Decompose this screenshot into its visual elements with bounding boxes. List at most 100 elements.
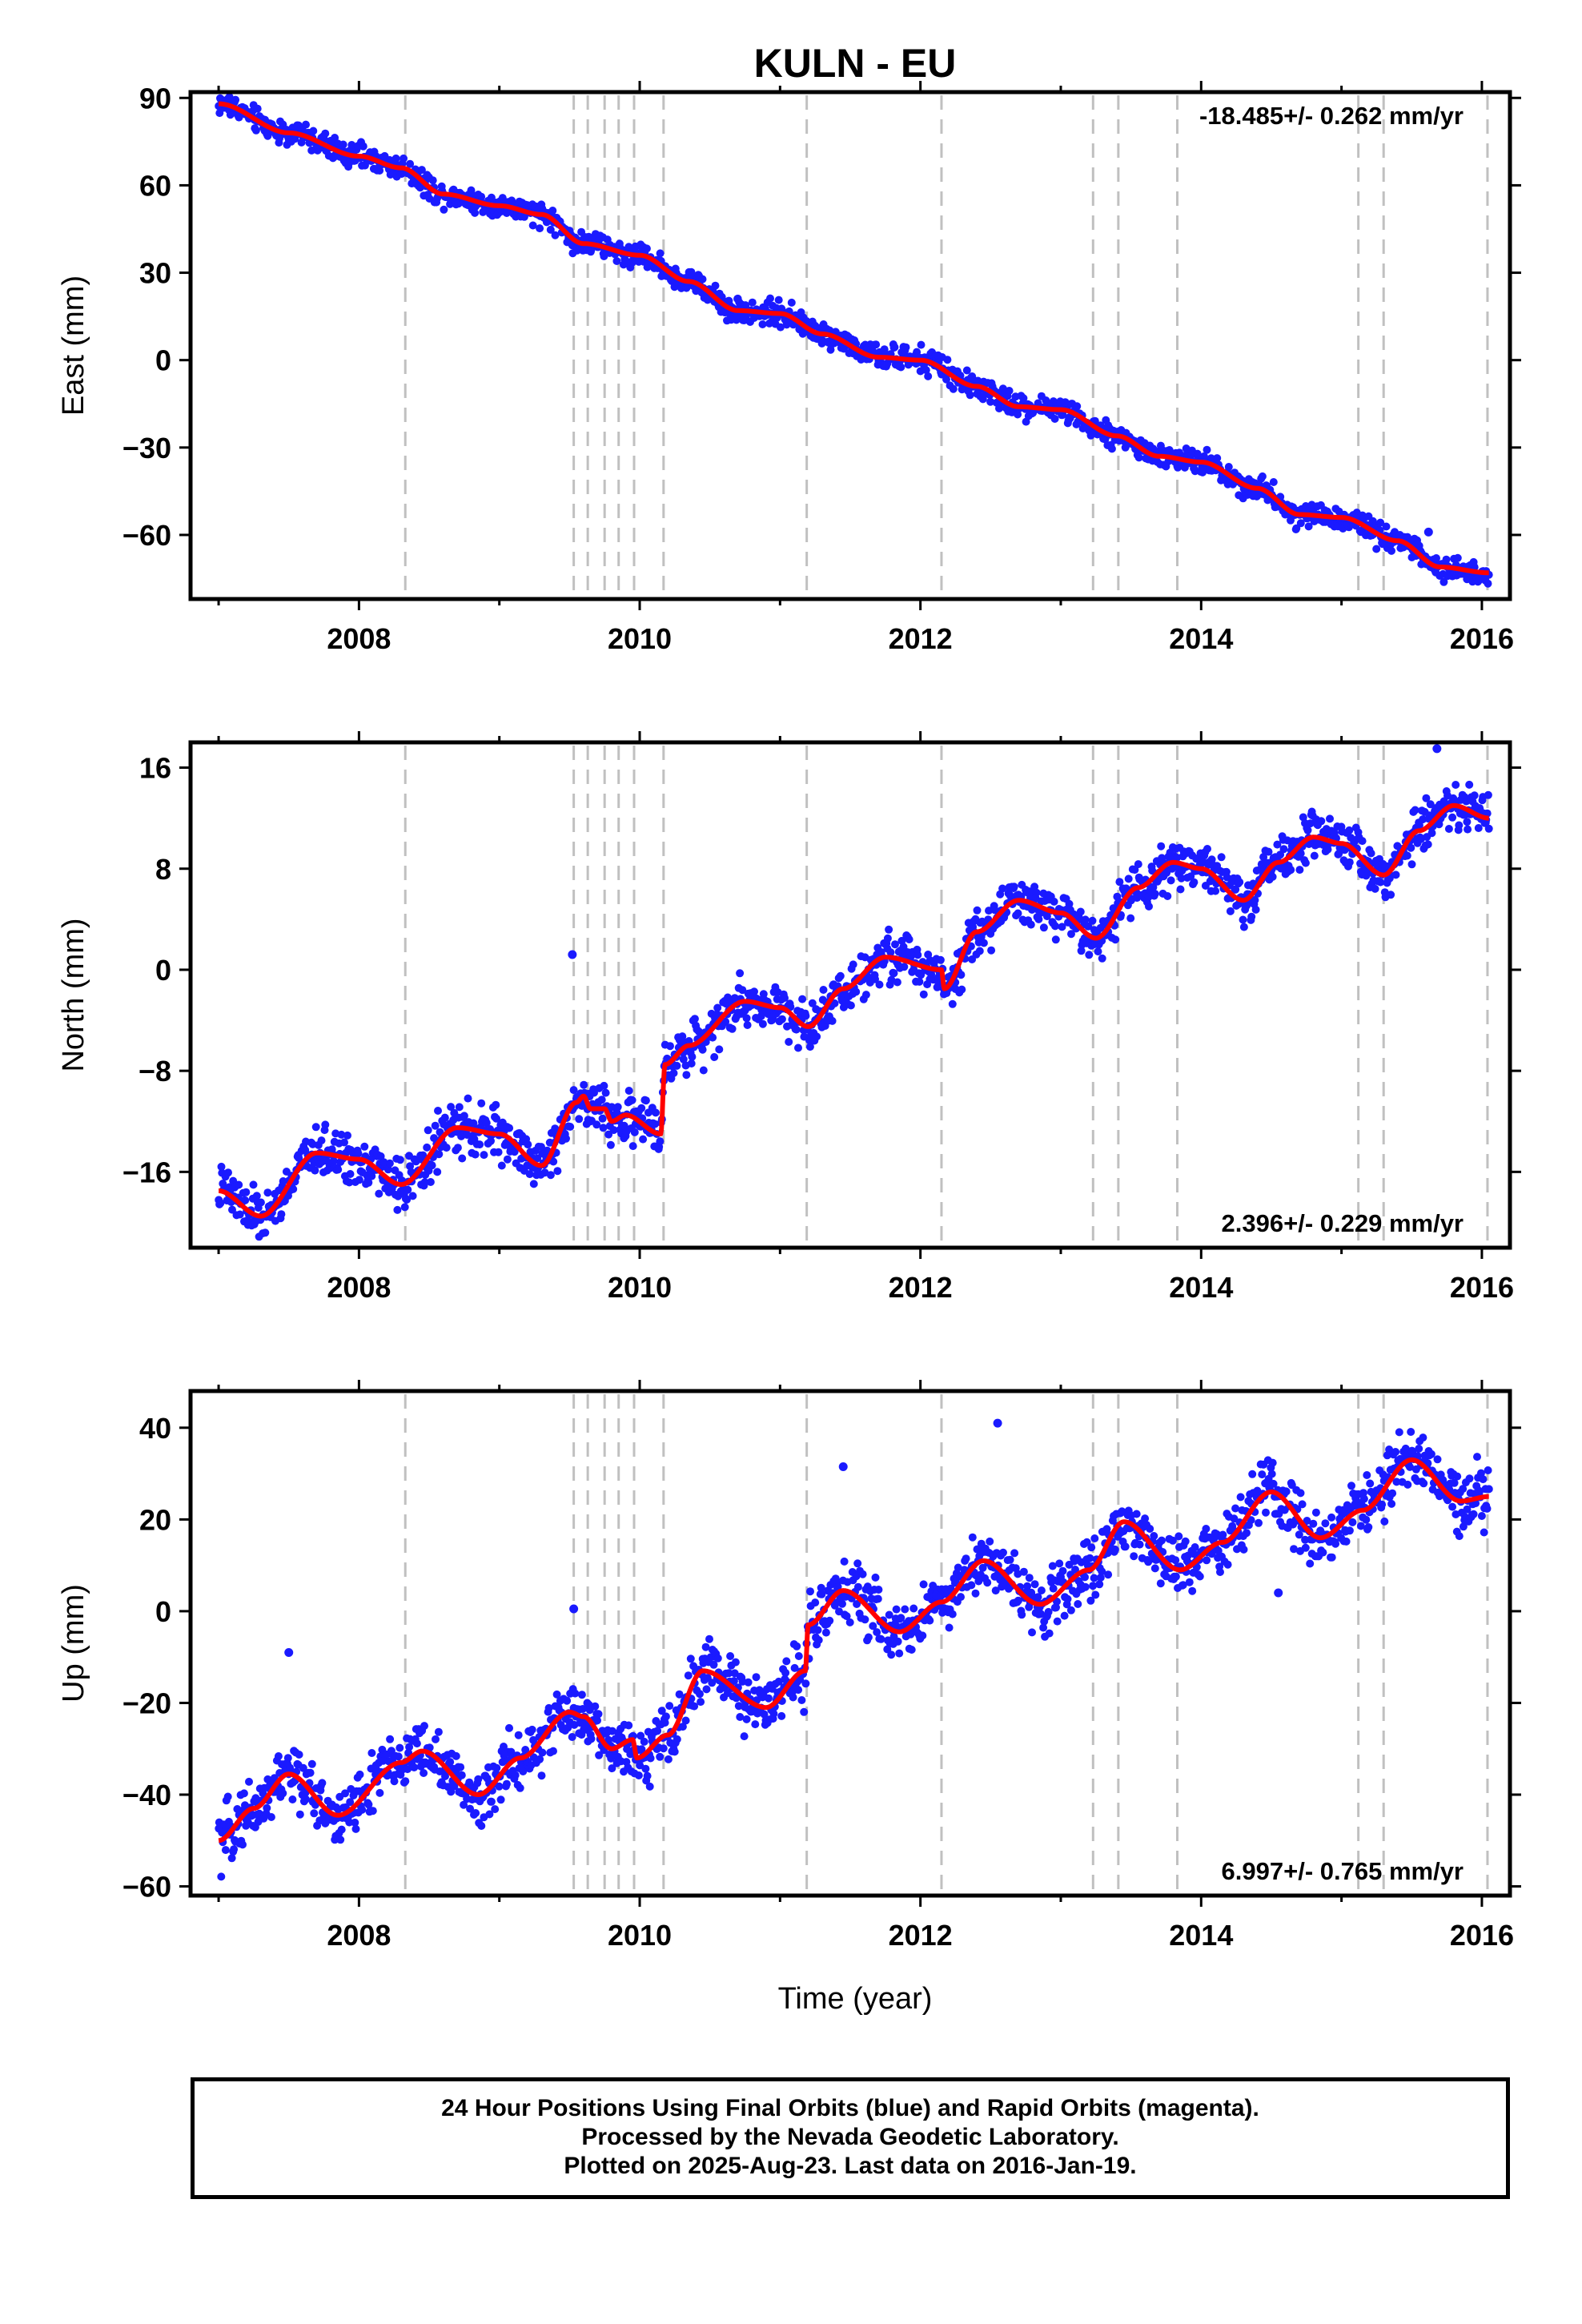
data-point [1177, 874, 1186, 883]
data-point [1081, 1582, 1090, 1591]
data-point [1268, 872, 1277, 881]
data-point [497, 1161, 506, 1170]
data-point [1055, 1559, 1064, 1568]
data-point [223, 1792, 232, 1801]
data-point [986, 397, 995, 406]
data-point-outlier [1423, 527, 1433, 537]
data-point [695, 1027, 703, 1036]
x-tick-label: 2008 [327, 1919, 391, 1952]
y-tick-label: 20 [139, 1503, 171, 1536]
data-point [883, 934, 892, 943]
data-point [1115, 878, 1124, 887]
y-tick-label: 30 [139, 257, 171, 290]
data-point [673, 1735, 681, 1743]
data-point [343, 1131, 351, 1140]
data-point [1094, 947, 1102, 956]
data-point [431, 1121, 440, 1130]
data-point [1395, 1428, 1403, 1437]
data-point [404, 1185, 412, 1194]
data-point [577, 1691, 586, 1699]
data-point [1465, 1474, 1474, 1483]
data-point [893, 1637, 902, 1646]
data-point [424, 1126, 432, 1135]
data-point [709, 1033, 717, 1042]
data-point [1150, 1564, 1159, 1573]
data-point [1301, 858, 1310, 867]
data-point [295, 1810, 304, 1819]
data-point [1063, 1594, 1072, 1603]
data-point [1223, 1560, 1232, 1569]
y-tick-label: −60 [122, 1871, 171, 1904]
data-point [1156, 1579, 1165, 1588]
data-point [1010, 883, 1018, 891]
data-point [412, 1739, 421, 1748]
data-point [1382, 522, 1391, 531]
data-point [781, 994, 789, 1003]
data-point [1042, 912, 1051, 921]
data-point [924, 372, 933, 380]
data-point [1296, 849, 1305, 858]
data-point [1157, 842, 1166, 850]
data-point [666, 1042, 674, 1051]
data-point [1345, 1526, 1354, 1535]
data-point [1264, 847, 1273, 856]
data-point [1060, 1611, 1069, 1620]
data-point [926, 1616, 934, 1625]
data-point [967, 1581, 976, 1590]
data-point [740, 1732, 749, 1741]
data-point [346, 1170, 355, 1178]
data-point [641, 1764, 650, 1773]
data-point [874, 1586, 883, 1594]
data-point [1427, 829, 1436, 838]
data-point [1176, 885, 1185, 894]
data-point [1321, 1519, 1330, 1528]
data-point [757, 1011, 765, 1020]
data-point [971, 1589, 980, 1598]
data-point [375, 1189, 383, 1198]
x-tick-label: 2012 [889, 1271, 953, 1304]
data-point [514, 1731, 523, 1739]
data-point [580, 1080, 588, 1089]
data-point [711, 281, 720, 290]
data-point [383, 1165, 392, 1174]
y-tick-label: −30 [122, 432, 171, 464]
data-point [423, 1143, 432, 1152]
data-point [1448, 1502, 1457, 1511]
data-point [1269, 478, 1278, 486]
data-point [758, 320, 767, 328]
data-point [801, 1679, 810, 1688]
data-point [861, 991, 870, 999]
data-point [1243, 1529, 1251, 1538]
data-point [886, 948, 895, 957]
data-point [1121, 1542, 1130, 1551]
data-point [216, 1199, 225, 1208]
data-point [1113, 892, 1122, 901]
data-point [562, 1134, 570, 1143]
data-point [825, 1616, 834, 1625]
data-point [241, 1196, 250, 1204]
data-point [1403, 1480, 1412, 1489]
data-point [998, 884, 1007, 893]
data-point [1345, 826, 1354, 834]
data-point-outlier [568, 950, 577, 959]
data-point [794, 1652, 803, 1660]
data-point [766, 294, 774, 303]
data-point [1444, 825, 1453, 833]
data-point [1358, 837, 1367, 846]
data-point [601, 1088, 610, 1097]
data-point [1053, 1617, 1062, 1626]
data-point [1090, 1534, 1099, 1542]
data-point [457, 1771, 466, 1779]
data-point [1477, 1512, 1486, 1520]
data-point [242, 1188, 251, 1196]
data-point [1415, 821, 1423, 830]
data-point [1453, 553, 1462, 562]
data-point [765, 1694, 773, 1703]
data-point [455, 1103, 464, 1112]
data-point [321, 1120, 330, 1129]
data-point [871, 1573, 880, 1582]
data-point [713, 1003, 722, 1012]
x-tick-label: 2014 [1169, 1919, 1233, 1952]
data-point [524, 1140, 532, 1149]
data-point [1407, 843, 1415, 852]
